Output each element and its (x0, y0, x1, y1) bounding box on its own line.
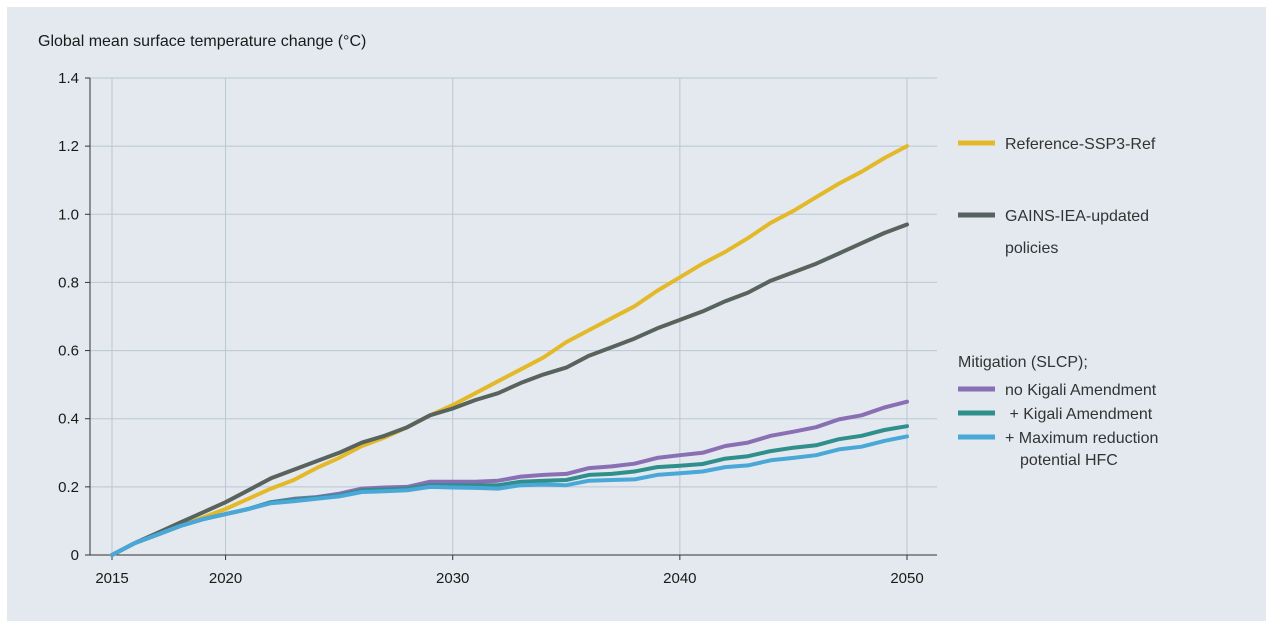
legend-label-4-1: potential HFC (1020, 452, 1118, 469)
series-line-4 (110, 434, 909, 557)
series-line-2 (110, 399, 909, 557)
legend: Mitigation (SLCP); Reference-SSP3-Ref GAI… (958, 136, 1158, 469)
x-tick-label-3: 2040 (663, 570, 696, 587)
y-tick-label-4: 0.8 (58, 274, 79, 291)
y-tick-label-3: 0.6 (58, 343, 79, 360)
series-line-0 (110, 144, 909, 557)
y-tick-label-5: 1.0 (58, 206, 79, 223)
series-line-1 (110, 222, 909, 557)
legend-group-title: Mitigation (SLCP); (958, 354, 1088, 371)
y-tick-label-7: 1.4 (58, 70, 79, 87)
x-tick-label-0: 2015 (95, 570, 128, 587)
x-tick-label-2: 2030 (436, 570, 469, 587)
y-tick-label-0: 0 (71, 547, 79, 564)
chart-canvas: Global mean surface temperature change (… (38, 33, 1158, 587)
series-line-3 (110, 424, 909, 557)
chart-frame: Global mean surface temperature change (… (7, 7, 1266, 621)
axes: 0 0.2 0.4 0.6 0.8 1.0 1.2 1.4 2015 2020 2030 2040 20… (58, 70, 937, 587)
legend-label-1-0: GAINS-IEA-updated (1005, 208, 1149, 225)
legend-label-3: + Kigali Amendment (1005, 406, 1153, 423)
chart-title: Global mean surface temperature change (… (38, 33, 366, 50)
grid (90, 77, 937, 555)
y-tick-label-1: 0.2 (58, 479, 79, 496)
series-lines (110, 144, 909, 557)
legend-label-2: no Kigali Amendment (1005, 382, 1157, 399)
y-tick-label-6: 1.2 (58, 138, 79, 155)
legend-label-1-1: policies (1005, 240, 1058, 257)
x-tick-label-4: 2050 (890, 570, 923, 587)
x-tick-label-1: 2020 (209, 570, 242, 587)
legend-label-4-0: + Maximum reduction (1005, 430, 1158, 447)
y-tick-label-2: 0.4 (58, 411, 79, 428)
legend-label-0: Reference-SSP3-Ref (1005, 136, 1156, 153)
